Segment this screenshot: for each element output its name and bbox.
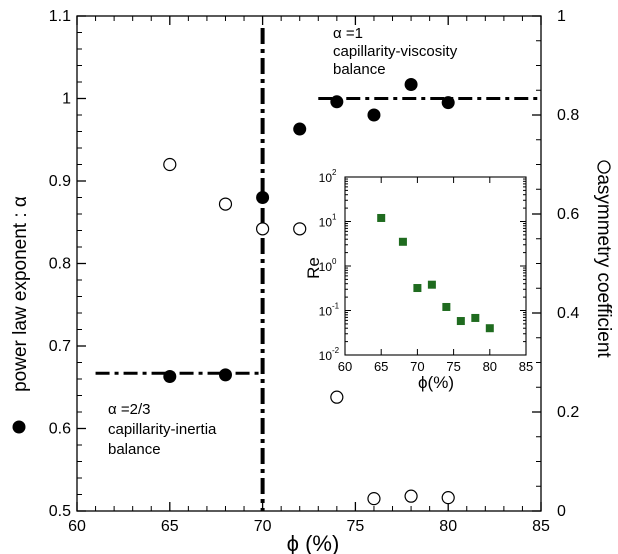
annotation-alpha-1-line3: balance [333,61,386,78]
asymmetry-point [441,491,455,505]
alpha-point [441,96,455,110]
reynolds-point [398,237,407,246]
x-axis-label: ϕ (%) [287,531,340,554]
asymmetry-point [256,222,270,236]
inset-x-tick-label: 75 [446,359,460,374]
y2-tick-label: 0 [557,503,566,520]
x-tick-label: 60 [68,518,86,535]
reynolds-point [427,280,436,289]
alpha-point [330,95,344,109]
inset-y-tick-exponent: -2 [332,346,340,355]
x-tick-label: 80 [439,518,457,535]
annotation-alpha-2-3-line3: balance [108,441,161,458]
inset-x-tick-label: 85 [519,359,533,374]
inset-y-tick-base: 10 [319,260,333,274]
x-tick-label: 85 [532,518,550,535]
inset-x-tick-label: 65 [374,359,388,374]
left-axis-legend-marker [12,420,26,434]
inset-y-tick-exponent: 2 [332,168,337,177]
annotation-alpha-1-line1: α =1 [333,25,363,42]
inset-x-axis-label: ϕ(%) [418,373,454,392]
y2-tick-label: 1 [557,8,566,25]
main-axes-text: ϕ (%) power law exponent : α asymmetry c… [10,25,614,554]
inset-frame [344,176,527,356]
y-tick-label: 1.1 [49,8,71,25]
alpha-point [218,368,232,382]
alpha-point [367,108,381,122]
asymmetry-point [367,492,381,506]
inset-x-tick-label: 80 [483,359,497,374]
x-tick-label: 75 [347,518,365,535]
reynolds-point [413,284,422,293]
y2-tick-label: 0.4 [557,305,579,322]
y2-tick-label: 0.6 [557,206,579,223]
inset-axes-text: ϕ(%) Re [304,257,454,392]
y-tick-label: 0.8 [49,256,71,273]
inset-y-tick-base: 10 [319,171,333,185]
inset-x-tick-label: 60 [338,359,352,374]
y-tick-label: 0.9 [49,173,71,190]
y-tick-label: 0.6 [49,421,71,438]
y2-axis-label: asymmetry coefficient [593,174,614,358]
inset-y-tick-exponent: -1 [332,302,340,311]
asymmetry-point [163,157,177,172]
inset-y-tick-base: 10 [319,216,333,230]
asymmetry-point [293,222,307,236]
inset-y-tick-base: 10 [319,349,333,363]
inset-y-axis-label: Re [304,257,323,279]
main-plot: 60 65 70 75 80 85 0.5 0.6 0.7 0.8 0.9 1 1.1 0 0.2 0.4 0.… [49,8,580,535]
reynolds-point [485,324,494,333]
y-tick-label: 0.5 [49,503,71,520]
reynolds-point [471,313,480,322]
right-axis-legend-marker [597,160,611,174]
inset-x-tick-label: 70 [410,359,424,374]
y2-tick-label: 0.8 [557,107,579,124]
inset-y-tick-exponent: 1 [332,213,337,222]
reynolds-point [377,213,386,222]
inset-y-tick-exponent: 0 [332,257,337,266]
alpha-point [404,77,418,91]
reynolds-point [456,317,465,326]
alpha-point [163,370,177,384]
y-tick-label: 1 [62,91,71,108]
reynolds-point [442,302,451,311]
x-tick-label: 65 [161,518,179,535]
annotation-alpha-2-3-line1: α =2/3 [108,401,150,418]
asymmetry-point [218,197,233,211]
alpha-point [293,122,307,136]
annotation-alpha-1-line2: capillarity-viscosity [333,43,458,60]
asymmetry-point [330,390,344,404]
asymmetry-point [404,489,418,503]
inset-y-tick-base: 10 [319,305,333,319]
annotation-alpha-2-3-line2: capillarity-inertia [108,421,217,438]
y2-tick-label: 0.2 [557,404,579,421]
x-tick-label: 70 [254,518,272,535]
alpha-point [256,191,270,204]
y-axis-label: power law exponent : α [10,196,31,392]
y-tick-label: 0.7 [49,338,71,355]
